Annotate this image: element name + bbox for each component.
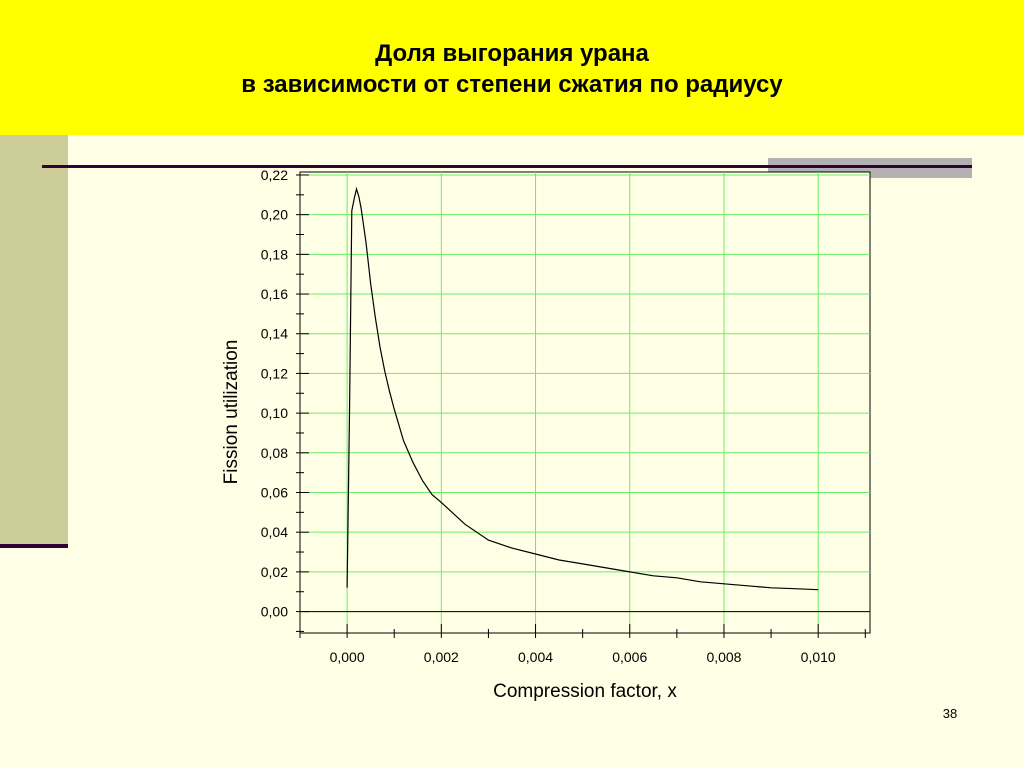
y-tick-label-9: 0,18 (261, 246, 288, 262)
page-number: 38 (942, 706, 958, 721)
plot-area (299, 171, 871, 634)
y-tick-label-5: 0,10 (261, 405, 288, 421)
slide-title-line-2: в зависимости от степени сжатия по радиу… (241, 71, 783, 98)
y-tick-label-8: 0,16 (261, 286, 288, 302)
y-tick-label-4: 0,08 (261, 445, 288, 461)
x-tick-label-1: 0,002 (424, 649, 459, 665)
title-bar (0, 0, 1024, 135)
y-tick-label-3: 0,06 (261, 484, 288, 500)
left-decor-rule (0, 544, 68, 548)
x-tick-label-4: 0,008 (706, 649, 741, 665)
grey-decor-rule (768, 165, 972, 168)
y-tick-label-2: 0,04 (261, 524, 288, 540)
slide-title: Доля выгорания урана в зависимости от ст… (0, 38, 1024, 100)
y-tick-label-6: 0,12 (261, 365, 288, 381)
slide-title-line-1: Доля выгорания урана (375, 40, 649, 67)
x-tick-label-0: 0,000 (330, 649, 365, 665)
y-tick-label-11: 0,22 (261, 167, 288, 183)
x-tick-label-5: 0,010 (801, 649, 836, 665)
y-tick-label-1: 0,02 (261, 564, 288, 580)
x-tick-label-3: 0,006 (612, 649, 647, 665)
series-line (346, 186, 819, 591)
x-tick-label-2: 0,004 (518, 649, 553, 665)
y-axis-label: Fission utilization (221, 340, 242, 485)
y-tick-label-7: 0,14 (261, 326, 288, 342)
x-axis-label: Compression factor, x (493, 681, 677, 702)
y-tick-label-0: 0,00 (261, 604, 288, 620)
y-tick-label-10: 0,20 (261, 207, 288, 223)
top-decor-rule (42, 165, 972, 168)
left-decor-strip (0, 135, 68, 545)
